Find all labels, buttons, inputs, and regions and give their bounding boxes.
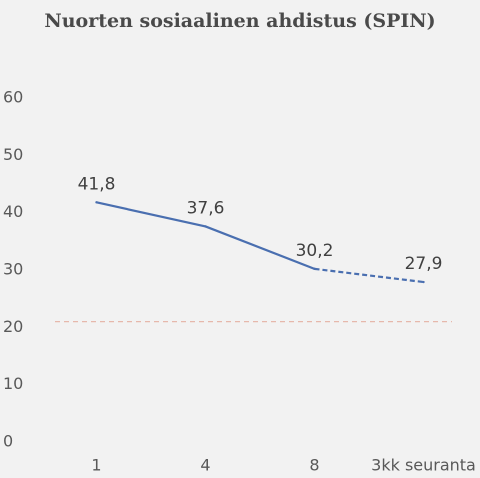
point bbox=[422, 280, 425, 284]
x-tick-label: 8 bbox=[309, 456, 319, 475]
y-tick-label: 0 bbox=[3, 432, 13, 451]
line-segment bbox=[205, 225, 315, 270]
x-tick-label: 4 bbox=[200, 456, 210, 475]
point bbox=[95, 201, 98, 204]
data-label: 30,2 bbox=[296, 241, 334, 261]
chart-title: Nuorten sosiaalinen ahdistus (SPIN) bbox=[44, 10, 435, 32]
line-segment bbox=[314, 267, 424, 284]
y-tick-label: 20 bbox=[3, 317, 23, 336]
y-tick-label: 50 bbox=[3, 145, 23, 164]
point bbox=[313, 267, 316, 271]
y-tick-label: 60 bbox=[3, 88, 23, 107]
point bbox=[204, 225, 207, 228]
y-tick-label: 40 bbox=[3, 202, 23, 221]
y-tick-label: 10 bbox=[3, 374, 23, 393]
y-tick-label: 30 bbox=[3, 260, 23, 279]
data-label: 27,9 bbox=[405, 254, 443, 274]
line-segment bbox=[96, 201, 206, 228]
data-label: 41,8 bbox=[78, 174, 116, 194]
x-tick-label: 1 bbox=[91, 456, 101, 475]
data-label: 37,6 bbox=[187, 198, 225, 218]
x-tick-label: 3kk seuranta bbox=[371, 456, 476, 475]
